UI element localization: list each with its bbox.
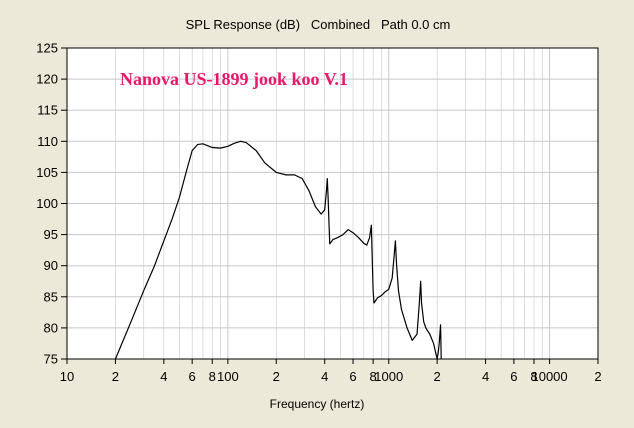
y-tick-label: 115 [37, 103, 58, 118]
y-tick-label: 85 [44, 289, 58, 304]
y-tick-label: 75 [44, 352, 58, 367]
x-tick-label: 4 [321, 369, 328, 384]
x-tick-label: 10000 [531, 369, 567, 384]
spl-series-line [114, 140, 442, 360]
y-tick-label: 105 [36, 165, 58, 180]
chart-annotation: Nanova US-1899 jook koo V.1 [120, 69, 348, 89]
y-tick-label: 120 [36, 72, 58, 87]
x-tick-label: 1000 [374, 369, 403, 384]
x-tick-label: 4 [482, 369, 489, 384]
series-layer [114, 140, 442, 360]
x-tick-label: 6 [349, 369, 356, 384]
x-tick-label: 2 [434, 369, 441, 384]
x-tick-label: 100 [217, 369, 239, 384]
x-tick-label: 8 [530, 369, 537, 384]
y-tick-label: 95 [44, 227, 58, 242]
y-tick-label: 90 [44, 258, 58, 273]
y-tick-label: 80 [44, 320, 58, 335]
x-tick-label: 8 [209, 369, 216, 384]
y-tick-label: 100 [36, 196, 58, 211]
y-axis-ticks: 75 80 85 90 95 100 105 110 115 120 125 [36, 41, 67, 367]
x-tick-label: 2 [273, 369, 280, 384]
x-tick-label: 4 [160, 369, 167, 384]
y-tick-label: 125 [36, 41, 58, 56]
x-tick-label: 2 [594, 369, 601, 384]
x-tick-label: 8 [370, 369, 377, 384]
y-tick-label: 110 [37, 134, 58, 149]
x-tick-label: 2 [112, 369, 119, 384]
grid-lines [67, 48, 598, 359]
x-tick-label: 6 [510, 369, 517, 384]
x-tick-label: 10 [60, 369, 74, 384]
x-tick-label: 6 [189, 369, 196, 384]
x-axis-label: Frequency (hertz) [270, 397, 365, 411]
chart-title: SPL Response (dB) Combined Path 0.0 cm [186, 17, 451, 32]
